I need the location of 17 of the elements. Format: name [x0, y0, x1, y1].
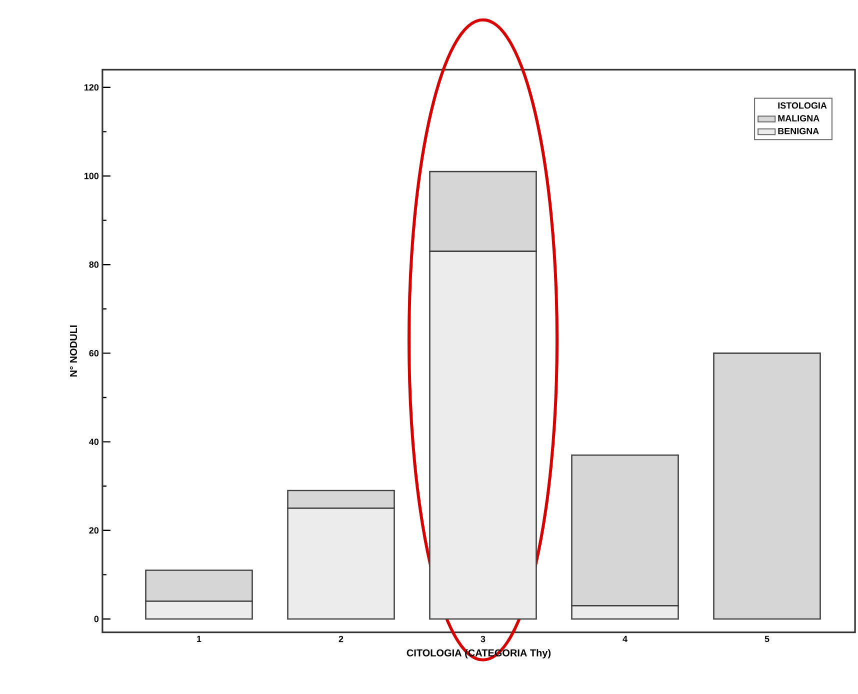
y-tick-label: 120	[84, 84, 99, 91]
x-tick-label: 2	[338, 636, 344, 642]
y-tick-label: 80	[89, 261, 99, 268]
legend-label: MALIGNA	[778, 115, 820, 122]
x-tick-label: 4	[622, 636, 628, 642]
y-axis-title: N° NODULI	[70, 325, 78, 376]
x-tick-label: 1	[197, 636, 202, 642]
y-tick-label: 40	[89, 438, 99, 445]
y-tick-label: 20	[89, 527, 99, 534]
y-tick-label: 0	[94, 616, 99, 622]
legend-title: ISTOLOGIA	[778, 102, 827, 109]
legend-label: BENIGNA	[778, 128, 819, 134]
x-tick-label: 3	[480, 636, 486, 642]
y-tick-label: 60	[89, 350, 99, 356]
x-tick-label: 5	[764, 636, 770, 642]
bar	[713, 352, 821, 620]
y-tick-label: 100	[84, 172, 99, 180]
